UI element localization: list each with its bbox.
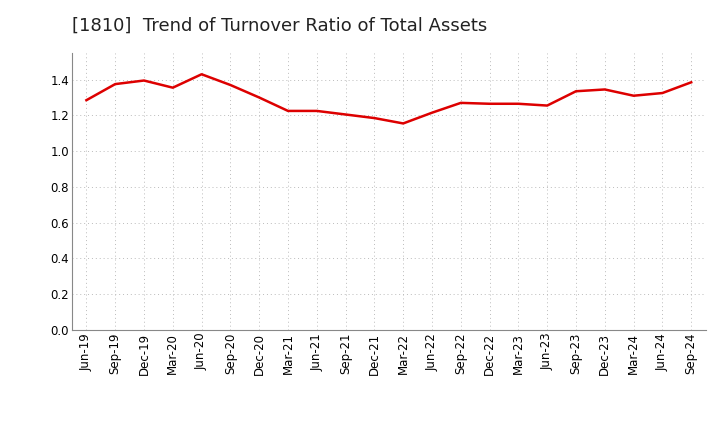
Text: [1810]  Trend of Turnover Ratio of Total Assets: [1810] Trend of Turnover Ratio of Total …: [72, 17, 487, 35]
